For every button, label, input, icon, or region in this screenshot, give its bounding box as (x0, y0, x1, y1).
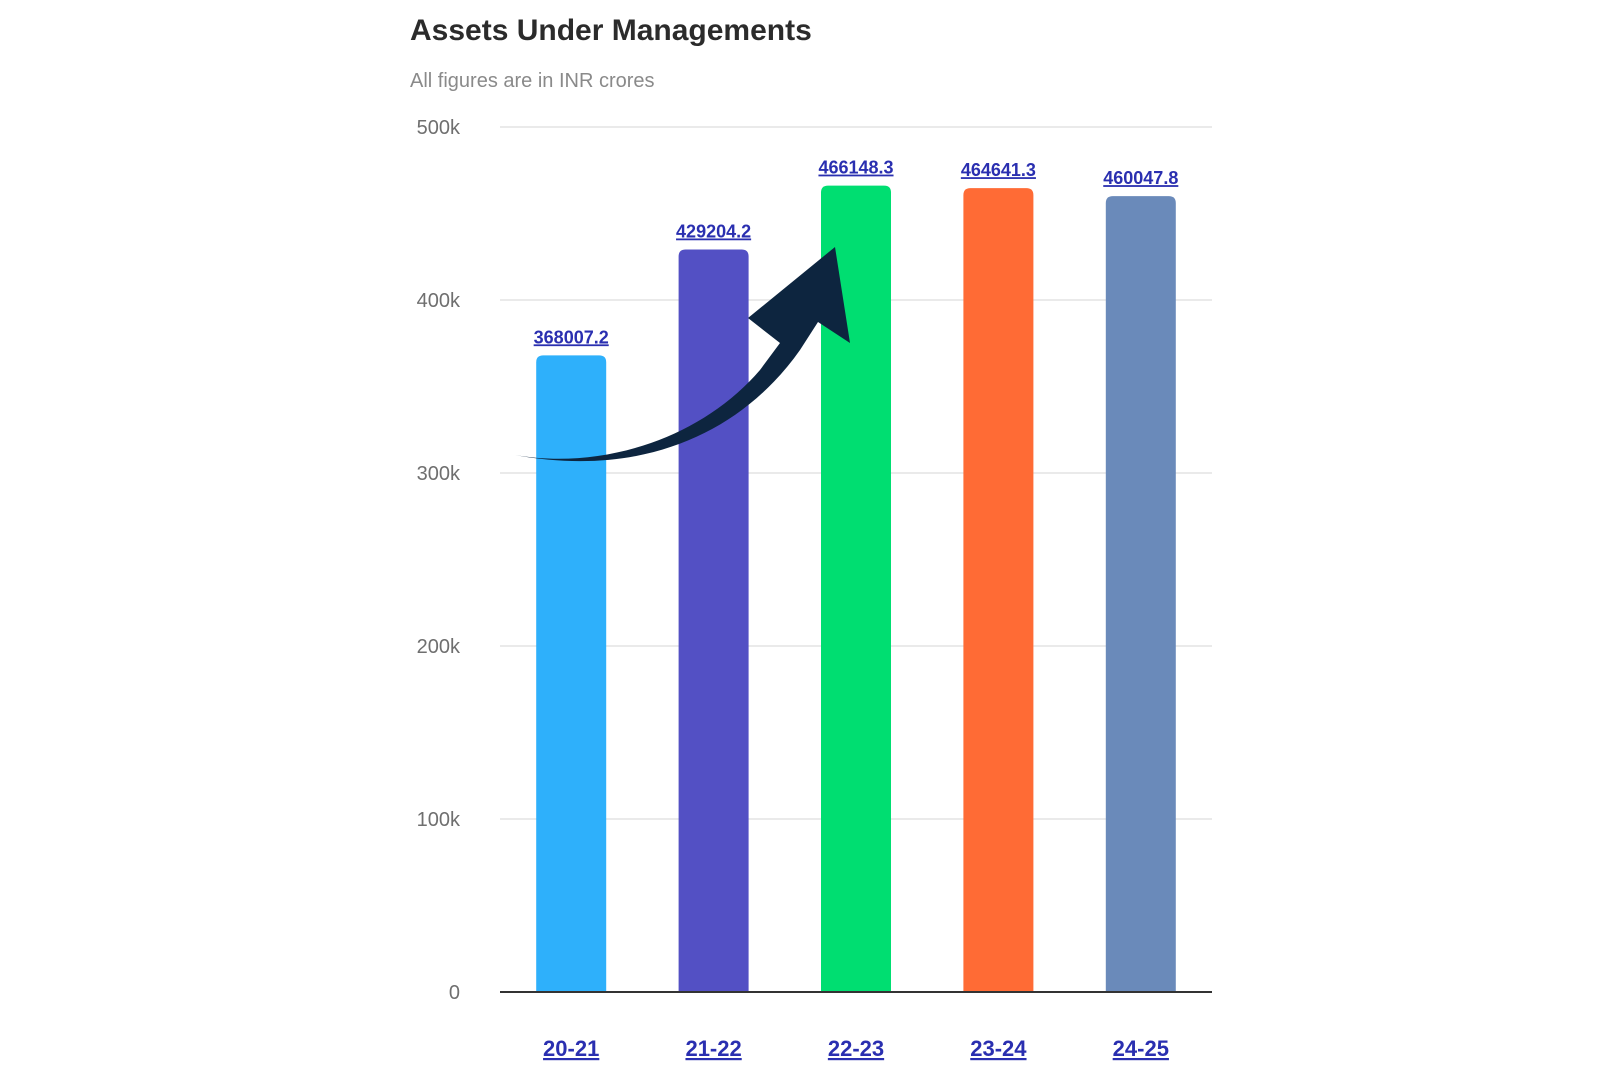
chart-title: Assets Under Managements (410, 14, 812, 47)
trend-arrow-icon (515, 247, 850, 462)
bar (536, 355, 607, 992)
bar-value-label: 429204.2 (676, 221, 751, 241)
x-tick-label: 23-24 (970, 1036, 1027, 1061)
y-tick-label: 0 (449, 982, 460, 1004)
y-tick-label: 200k (417, 636, 461, 658)
bar (678, 249, 749, 992)
y-tick-label: 100k (417, 809, 461, 831)
bar-value-label: 464641.3 (961, 160, 1036, 180)
bar-value-label: 466148.3 (818, 158, 893, 178)
y-tick-label: 500k (417, 117, 461, 139)
x-tick-label: 20-21 (543, 1036, 599, 1061)
y-tick-label: 300k (417, 463, 461, 485)
bar (821, 185, 891, 992)
x-tick-label: 22-23 (828, 1036, 884, 1061)
chart-subtitle: All figures are in INR crores (410, 70, 655, 92)
bar (1105, 196, 1176, 992)
y-tick-label: 400k (417, 290, 461, 312)
x-tick-label: 21-22 (685, 1036, 741, 1061)
bar-value-label: 368007.2 (534, 327, 609, 347)
bar (963, 188, 1034, 993)
x-tick-label: 24-25 (1113, 1036, 1169, 1061)
bar-value-label: 460047.8 (1103, 168, 1178, 188)
